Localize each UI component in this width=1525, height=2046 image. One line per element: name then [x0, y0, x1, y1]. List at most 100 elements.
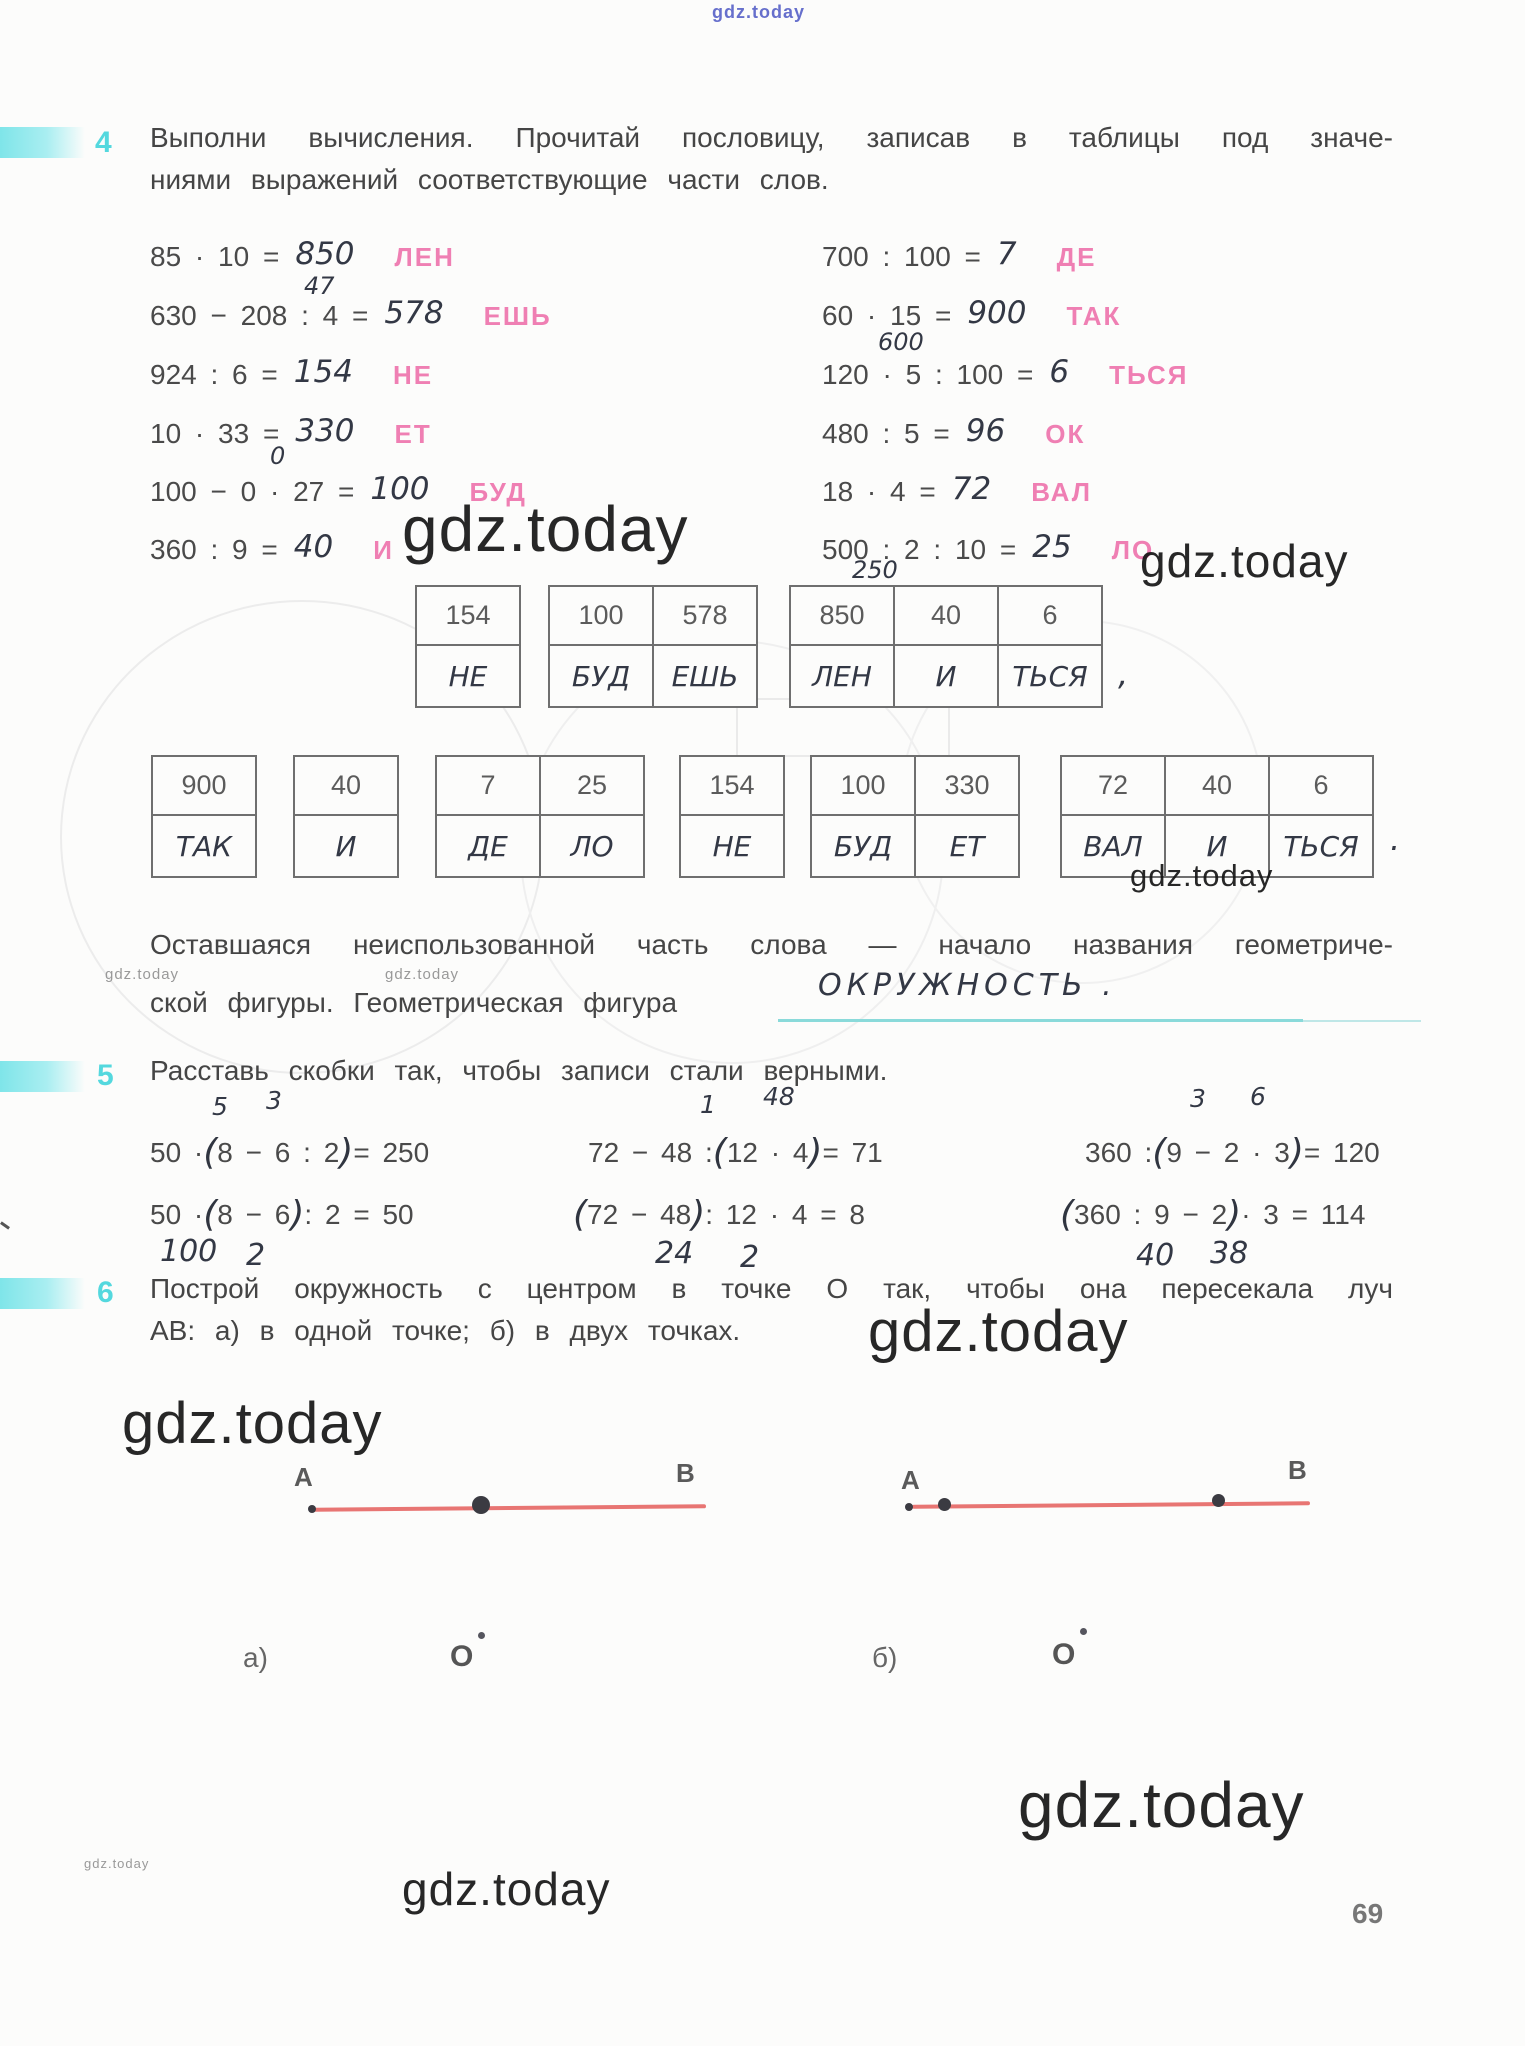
proverb-table: 100 330 БУД ЕТ — [810, 755, 1020, 878]
syllable: ЕТ — [394, 419, 432, 449]
pen-open-paren: ( — [203, 1194, 218, 1235]
handwritten-answer: 40 — [293, 529, 334, 565]
table-syllable-handwritten: ТАК — [153, 816, 255, 876]
site-watermark: gdz.today — [84, 1856, 150, 1871]
expression-mid: 8 − 6 — [217, 1199, 291, 1230]
pen-working-note: 1 — [700, 1090, 716, 1119]
table-syllable-handwritten: ЛЕН — [791, 646, 893, 706]
expression: 60 · 15 = — [822, 300, 952, 331]
equation-row: 700 : 100 = 7 ДЕ — [822, 236, 1097, 274]
point-a-dot — [905, 1503, 913, 1511]
table-syllable-handwritten: ТЬСЯ — [1270, 816, 1372, 876]
bracket-equation: 1 48 72 − 48 :(12 · 4)= 71 — [588, 1082, 883, 1173]
circle-center-label: О — [450, 1640, 474, 1673]
expression-mid: 12 · 4 — [726, 1137, 809, 1168]
ray-endpoint-label-a: А — [901, 1465, 920, 1495]
site-watermark: gdz.today — [712, 2, 805, 22]
table-value: 40 — [895, 587, 997, 644]
table-syllable-handwritten: ЛО — [541, 816, 643, 876]
proverb-table: 154 НЕ — [415, 585, 521, 708]
pen-period: . — [1390, 820, 1401, 858]
expression-post: : 2 = 50 — [304, 1199, 414, 1230]
table-value: 40 — [1166, 757, 1268, 814]
proverb-table: 154 НЕ — [679, 755, 785, 878]
table-syllable-handwritten: ТЬСЯ — [999, 646, 1101, 706]
table-syllable-handwritten: БУД — [550, 646, 652, 706]
pen-close-paren: ) — [691, 1194, 706, 1235]
task4-text-line2: ниями выражений соответствующие части сл… — [150, 164, 829, 195]
task4-text-line1: Выполни вычисления. Прочитай пословицу, … — [150, 122, 1393, 153]
pen-close-paren: ) — [1289, 1132, 1304, 1173]
proverb-table: 100 578 БУД ЕШЬ — [548, 585, 758, 708]
site-watermark: gdz.today — [1018, 1769, 1305, 1841]
expression: 360 : 9 = — [150, 534, 278, 565]
ray-endpoint-label-b: В — [676, 1458, 695, 1488]
task5-title: Расставь скобки так, чтобы записи стали … — [150, 1055, 888, 1086]
bracket-equation: 3 6 360 :(9 − 2 · 3)= 120 — [1085, 1082, 1380, 1173]
center-point-dot — [478, 1632, 485, 1639]
answer-underline — [778, 1019, 1303, 1022]
handwritten-answer: 6 — [1049, 354, 1070, 390]
expression: 630 − 208 : 4 = — [150, 300, 369, 331]
pen-working-note: 6 — [1250, 1082, 1266, 1111]
pen-working-note: 5 — [212, 1092, 228, 1121]
bracket-equation: 100 2 50 ·(8 − 6): 2 = 50 — [150, 1192, 414, 1273]
site-watermark: gdz.today — [868, 1299, 1129, 1364]
bracket-equation: 5 3 50 ·(8 − 6 : 2)= 250 — [150, 1086, 429, 1173]
pen-working-note: 3 — [1190, 1084, 1206, 1113]
table-syllable-handwritten: И — [295, 816, 397, 876]
expression: 85 · 10 = — [150, 241, 280, 272]
table-syllable-handwritten: ЕШЬ — [654, 646, 756, 706]
pen-working-note: 40 — [1136, 1238, 1175, 1273]
task-accent-bar — [0, 1278, 85, 1309]
bracket-equation: 24 2 (72 − 48): 12 · 4 = 8 — [573, 1192, 865, 1275]
equation-row: 480 : 5 = 96 ОК — [822, 413, 1086, 451]
table-value: 72 — [1062, 757, 1164, 814]
table-value: 6 — [1270, 757, 1372, 814]
site-watermark: gdz.today — [1140, 535, 1349, 587]
table-value: 154 — [417, 587, 519, 644]
task4-remainder-line1: Оставшаяся неиспользованной часть слова … — [150, 929, 1393, 960]
task-accent-bar — [0, 127, 85, 158]
expression-pre: 50 · — [150, 1137, 204, 1168]
handwritten-answer: 850 — [295, 236, 355, 272]
site-watermark: gdz.today — [402, 1863, 611, 1915]
answer-underline-extension — [1303, 1020, 1421, 1022]
syllable: ЛО — [1111, 535, 1155, 565]
syllable: ОК — [1045, 419, 1086, 449]
table-syllable-handwritten: ЕТ — [916, 816, 1018, 876]
syllable: ДЕ — [1056, 242, 1097, 272]
pen-open-paren: ( — [1060, 1194, 1075, 1235]
equation-row: 100 − 0 · 27 = 100 БУД — [150, 471, 527, 509]
equation-row: 10 · 33 = 330 ЕТ — [150, 413, 432, 451]
handwritten-answer: 578 — [384, 295, 444, 331]
table-value: 850 — [791, 587, 893, 644]
pen-intersection-dot — [472, 1496, 490, 1514]
syllable: ТЬСЯ — [1109, 360, 1189, 390]
expression: 924 : 6 = — [150, 359, 278, 390]
ray-endpoint-label-b: В — [1288, 1455, 1307, 1485]
task6-text-line2: АВ: а) в одной точке; б) в двух точках. — [150, 1315, 741, 1346]
expression-mid: 8 − 6 : 2 — [217, 1137, 340, 1168]
pen-working-note: 3 — [266, 1086, 282, 1115]
proverb-table: 7 25 ДЕ ЛО — [435, 755, 645, 878]
pen-working-note: 24 — [655, 1236, 694, 1271]
expression: 10 · 33 = — [150, 418, 280, 449]
handwritten-answer: 96 — [965, 413, 1006, 449]
expression-post: = 120 — [1303, 1137, 1380, 1168]
pen-working-note: 48 — [763, 1082, 795, 1111]
table-syllable-handwritten: НЕ — [681, 816, 783, 876]
circle-center-label: О — [1052, 1638, 1076, 1671]
pen-working-note: 250 — [852, 556, 898, 584]
table-syllable-handwritten: ДЕ — [437, 816, 539, 876]
table-syllable-handwritten: И — [1166, 816, 1268, 876]
center-point-dot — [1080, 1628, 1087, 1635]
task-number-6: 6 — [97, 1276, 114, 1309]
expression-post: · 3 = 114 — [1241, 1199, 1366, 1230]
expression: 18 · 4 = — [822, 476, 936, 507]
expression: 120 · 5 : 100 = — [822, 359, 1034, 390]
diagram-b-label: б) — [872, 1642, 898, 1673]
table-value: 330 — [916, 757, 1018, 814]
equation-row: 924 : 6 = 154 НЕ — [150, 354, 433, 392]
